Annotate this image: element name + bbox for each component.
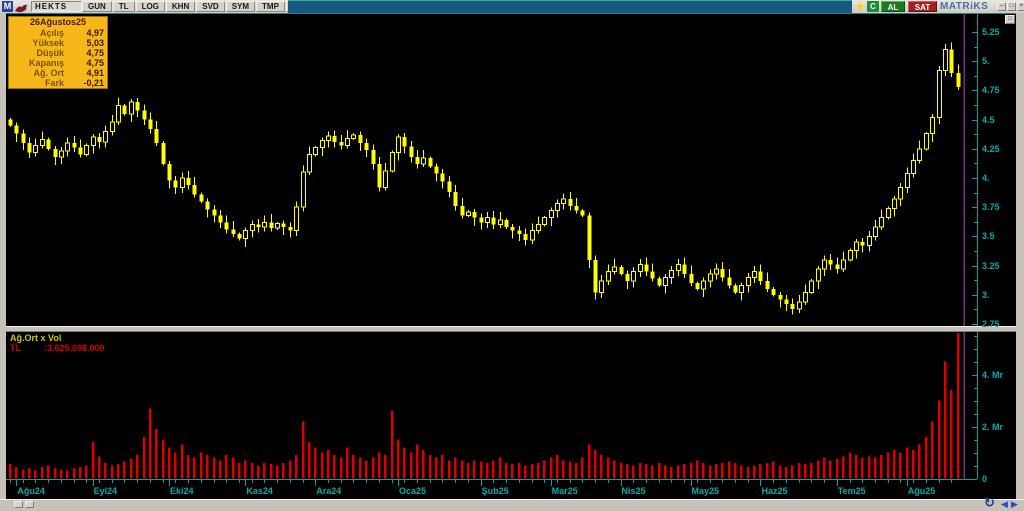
price-axis-label: 4. [982,173,990,183]
sym-button[interactable]: SYM [225,1,256,12]
matriks-bird-icon [14,1,30,19]
pane-splitter[interactable] [6,326,1016,332]
info-label: Ağ. Ort [33,68,65,78]
volume-indicator-title: Ağ.Ort x Vol [10,333,62,343]
time-axis-label: Ağu24 [17,486,45,496]
window-controls: – □ × [996,2,1024,11]
time-axis-label: Tem25 [837,486,866,496]
time-axis-label: Mar25 [551,486,578,496]
price-axis-label: 5. [982,56,990,67]
chart-area [6,13,1016,499]
sell-button[interactable]: SAT [908,1,937,12]
tmp-button[interactable]: TMP [256,1,285,12]
close-button[interactable]: × [1017,2,1024,11]
info-value: 4,91 [86,68,104,78]
info-label: Açılış [39,28,64,38]
volume-currency-label: TL [10,343,21,353]
price-axis-label: 4.75 [982,85,1000,96]
info-value: 5,03 [86,38,104,48]
titlebar-spacer [288,0,852,13]
refresh-icon[interactable]: ↻ [984,495,995,510]
buy-button[interactable]: AL [881,1,905,12]
price-axis-label: 3.75 [982,202,1000,213]
brand-logo: MATRiKS [940,1,989,12]
khn-button[interactable]: KHN [165,1,196,12]
toolbar-buttons: GUN TL LOG KHN SVD SYM TMP ▼ [82,1,316,12]
scroll-right-button[interactable] [25,501,34,508]
next-arrow-icon[interactable]: ▶ [1011,499,1018,509]
time-axis-label: Nis25 [621,486,646,496]
price-axis-label: 2.75 [982,319,1000,329]
titlebar: M HEKTS GUN TL LOG KHN SVD SYM TMP ▼ C A… [0,0,1024,13]
volume-axis-label: 2. Mr [982,421,1004,432]
info-label: Yüksek [32,38,64,48]
time-axis-label: Eyl24 [93,486,118,496]
price-axis-label: 4.25 [982,143,1000,154]
time-axis-label: Kas24 [246,486,273,496]
period-button[interactable]: GUN [82,1,112,12]
chart-restore-button[interactable]: □ [1005,15,1015,24]
time-axis-label: Eki24 [170,486,194,496]
info-value: 4,97 [86,28,104,38]
prev-arrow-icon[interactable]: ◀ [1001,499,1008,509]
currency-button[interactable]: TL [112,1,135,12]
minimize-button[interactable]: – [997,2,1006,11]
status-bar: ↻ ◀ ▶ [0,495,1024,510]
volume-total-value: :3.625.008.000 [44,343,105,353]
info-label: Fark [44,78,64,88]
volume-axis-label: 4. Mr [982,369,1004,380]
info-label: Kapanış [28,58,64,68]
lightning-icon[interactable] [856,1,864,12]
price-axis-label: 5.25 [982,27,1000,37]
info-date: 26Ağustos25 [29,17,87,27]
info-value: -0,21 [83,78,104,88]
info-label: Düşük [36,48,64,58]
time-axis-label: Ara24 [316,486,342,496]
time-axis-label: Şub25 [481,486,509,496]
log-scale-button[interactable]: LOG [135,1,165,12]
symbol-input[interactable]: HEKTS [31,1,82,12]
info-value: 4,75 [86,58,104,68]
price-axis-label: 3.5 [982,231,995,242]
time-axis-label: Haz25 [761,486,788,496]
volume-axis-label: 0 [982,473,988,484]
price-axis-label: 3.25 [982,260,1000,271]
price-axis-label: 4.5 [982,114,995,125]
price-axis-label: 3. [982,289,990,300]
svd-button[interactable]: SVD [196,1,225,12]
c-button[interactable]: C [867,1,879,12]
restore-button[interactable]: □ [1007,2,1016,11]
time-axis-label: Oca25 [398,486,426,496]
time-axis-label: May25 [691,486,720,496]
time-axis-label: Ağu25 [907,486,936,496]
ohlc-info-box: 26Ağustos25 Açılış 4,97 Yüksek 5,03 Düşük 4… [8,16,108,89]
info-value: 4,75 [86,48,104,58]
app-icon: M [2,1,13,12]
scroll-left-button[interactable] [14,501,23,508]
